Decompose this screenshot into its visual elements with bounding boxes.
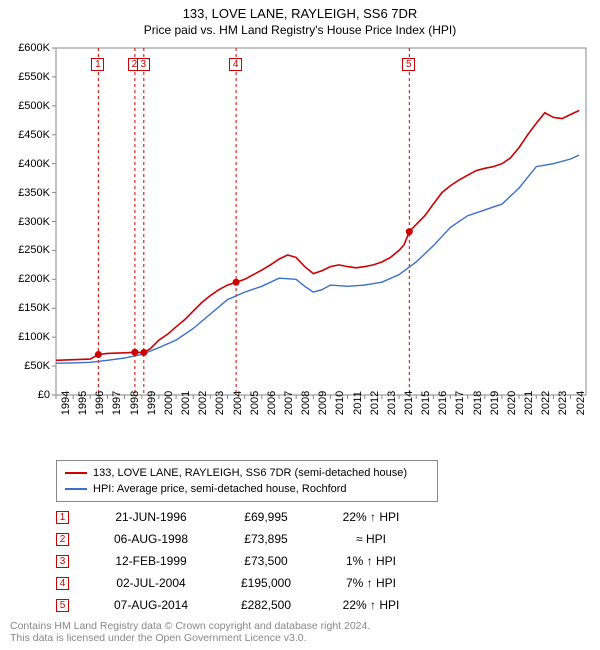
table-row: 2 06-AUG-1998£73,895≈ HPI [56,528,426,550]
chart-container: 133, LOVE LANE, RAYLEIGH, SS6 7DR Price … [0,0,600,650]
y-tick-label: £50K [6,360,50,372]
x-tick-label: 2002 [197,391,209,415]
x-tick-label: 2008 [300,391,312,415]
y-tick-label: £450K [6,129,50,141]
legend-label: HPI: Average price, semi-detached house,… [93,483,347,495]
sale-date: 12-FEB-1999 [86,554,216,568]
sale-price: £195,000 [216,576,316,590]
x-tick-label: 2000 [163,391,175,415]
legend-swatch [65,488,87,490]
sale-vs-hpi: 7% ↑ HPI [316,576,426,590]
x-tick-label: 2018 [472,391,484,415]
legend: 133, LOVE LANE, RAYLEIGH, SS6 7DR (semi-… [56,460,438,502]
footnote: Contains HM Land Registry data © Crown c… [10,620,370,644]
y-tick-label: £350K [6,187,50,199]
x-tick-label: 2012 [369,391,381,415]
sale-marker: 5 [56,599,69,612]
sale-marker: 4 [56,577,69,590]
y-tick-label: £500K [6,100,50,112]
sales-table: 121-JUN-1996£69,99522% ↑ HPI206-AUG-1998… [56,506,426,616]
x-tick-label: 2014 [403,391,415,415]
x-tick-label: 2024 [575,391,587,415]
x-tick-label: 2013 [386,391,398,415]
sale-marker: 3 [137,58,150,71]
table-row: 3 12-FEB-1999£73,5001% ↑ HPI [56,550,426,572]
y-tick-label: £100K [6,331,50,343]
x-tick-label: 2005 [249,391,261,415]
x-tick-label: 2015 [420,391,432,415]
sale-date: 06-AUG-1998 [86,532,216,546]
sale-vs-hpi: ≈ HPI [316,532,426,546]
y-tick-label: £250K [6,244,50,256]
legend-item: HPI: Average price, semi-detached house,… [65,481,429,497]
sale-price: £282,500 [216,598,316,612]
y-tick-label: £300K [6,216,50,228]
x-tick-label: 2022 [540,391,552,415]
x-tick-label: 1998 [129,391,141,415]
sale-date: 02-JUL-2004 [86,576,216,590]
x-tick-label: 1994 [60,391,72,415]
y-tick-label: £200K [6,273,50,285]
x-tick-label: 2004 [232,391,244,415]
sale-date: 21-JUN-1996 [86,510,216,524]
table-row: 4 02-JUL-2004£195,0007% ↑ HPI [56,572,426,594]
x-tick-label: 1995 [77,391,89,415]
table-row: 1 21-JUN-1996£69,99522% ↑ HPI [56,506,426,528]
x-tick-label: 1996 [94,391,106,415]
sale-marker: 1 [56,511,69,524]
sale-price: £73,895 [216,532,316,546]
legend-label: 133, LOVE LANE, RAYLEIGH, SS6 7DR (semi-… [93,467,407,479]
sale-vs-hpi: 1% ↑ HPI [316,554,426,568]
y-tick-label: £550K [6,71,50,83]
x-tick-label: 2016 [437,391,449,415]
x-tick-label: 2011 [352,391,364,415]
sale-vs-hpi: 22% ↑ HPI [316,510,426,524]
x-tick-label: 2007 [283,391,295,415]
legend-swatch [65,472,87,474]
x-tick-label: 1999 [146,391,158,415]
x-tick-label: 2019 [489,391,501,415]
x-tick-label: 2023 [557,391,569,415]
x-tick-label: 2020 [506,391,518,415]
sale-marker: 5 [402,58,415,71]
y-tick-label: £600K [6,42,50,54]
footnote-line: Contains HM Land Registry data © Crown c… [10,620,370,632]
x-tick-label: 1997 [111,391,123,415]
sale-price: £69,995 [216,510,316,524]
sale-price: £73,500 [216,554,316,568]
sale-marker: 1 [91,58,104,71]
x-tick-label: 2021 [523,391,535,415]
legend-item: 133, LOVE LANE, RAYLEIGH, SS6 7DR (semi-… [65,465,429,481]
sale-marker: 3 [56,555,69,568]
footnote-line: This data is licensed under the Open Gov… [10,632,370,644]
y-tick-label: £0 [6,389,50,401]
x-tick-label: 2017 [454,391,466,415]
chart-plot [0,0,600,440]
x-tick-label: 2001 [180,391,192,415]
x-tick-label: 2003 [214,391,226,415]
y-tick-label: £400K [6,158,50,170]
sale-vs-hpi: 22% ↑ HPI [316,598,426,612]
sale-date: 07-AUG-2014 [86,598,216,612]
x-tick-label: 2009 [317,391,329,415]
x-tick-label: 2006 [266,391,278,415]
x-tick-label: 2010 [334,391,346,415]
sale-marker: 4 [229,58,242,71]
table-row: 5 07-AUG-2014£282,50022% ↑ HPI [56,594,426,616]
y-tick-label: £150K [6,302,50,314]
sale-marker: 2 [56,533,69,546]
